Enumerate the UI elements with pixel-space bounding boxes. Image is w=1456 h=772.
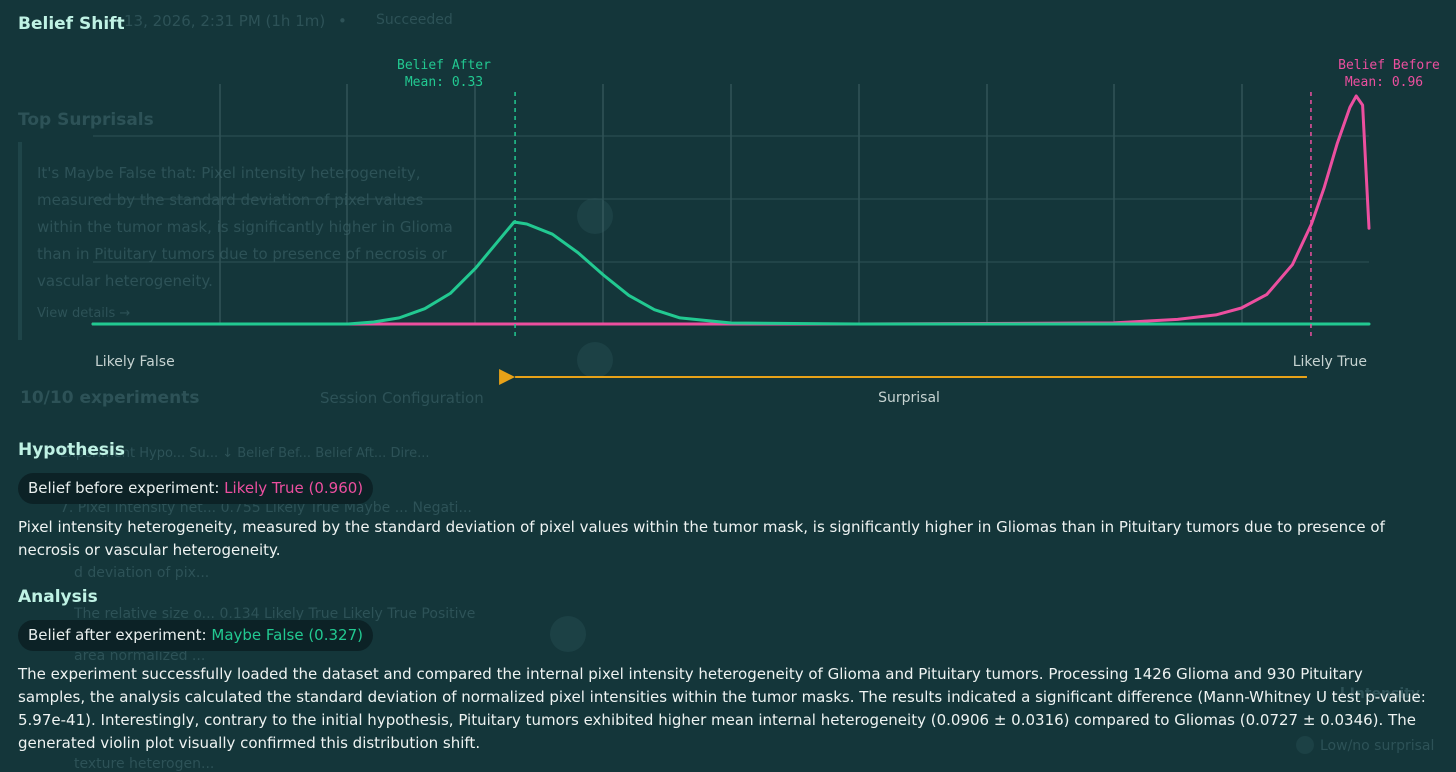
chart-grid (93, 84, 1369, 324)
belief-before-mean: Mean: 0.96 (1345, 75, 1423, 90)
belief-after-pill-label: Belief after experiment: (28, 626, 207, 644)
surprisal-label: Surprisal (878, 390, 940, 406)
chart-series (91, 94, 1371, 326)
x-axis-right-label: Likely True (1293, 354, 1367, 370)
ghost-dot (1296, 736, 1314, 754)
x-axis-left-label: Likely False (95, 354, 175, 370)
ghost-dot (577, 342, 613, 378)
belief-before-pill-value: Likely True (0.960) (224, 479, 364, 497)
belief-shift-chart: Belief After Mean: 0.33 Belief Before Me… (91, 58, 1440, 406)
hypothesis-text: Pixel intensity heterogeneity, measured … (18, 518, 1385, 559)
belief-after-mean: Mean: 0.33 (405, 75, 483, 90)
belief-before-label: Belief Before (1338, 58, 1440, 73)
table-row-2: d deviation of pix... (74, 565, 210, 581)
analysis-heading: Analysis (18, 587, 98, 607)
hypothesis-heading: Hypothesis (18, 440, 125, 460)
surprisal-card-border (18, 142, 22, 340)
ghost-dot (550, 616, 586, 652)
belief-before-pill: Belief before experiment: Likely True (0… (18, 473, 374, 504)
belief-after-label: Belief After (397, 58, 491, 73)
belief-shift-title: Belief Shift (18, 14, 125, 34)
belief-after-pill-value: Maybe False (0.327) (211, 626, 363, 644)
table-row-5: texture heterogen... (74, 756, 215, 772)
belief-before-pill-label: Belief before experiment: (28, 479, 220, 497)
analysis-text: The experiment successfully loaded the d… (18, 665, 1426, 752)
belief-after-pill: Belief after experiment: Maybe False (0.… (18, 620, 373, 651)
ghost-dot (577, 198, 613, 234)
belief-before-curve (91, 94, 1371, 326)
belief-after-curve (91, 220, 1371, 326)
